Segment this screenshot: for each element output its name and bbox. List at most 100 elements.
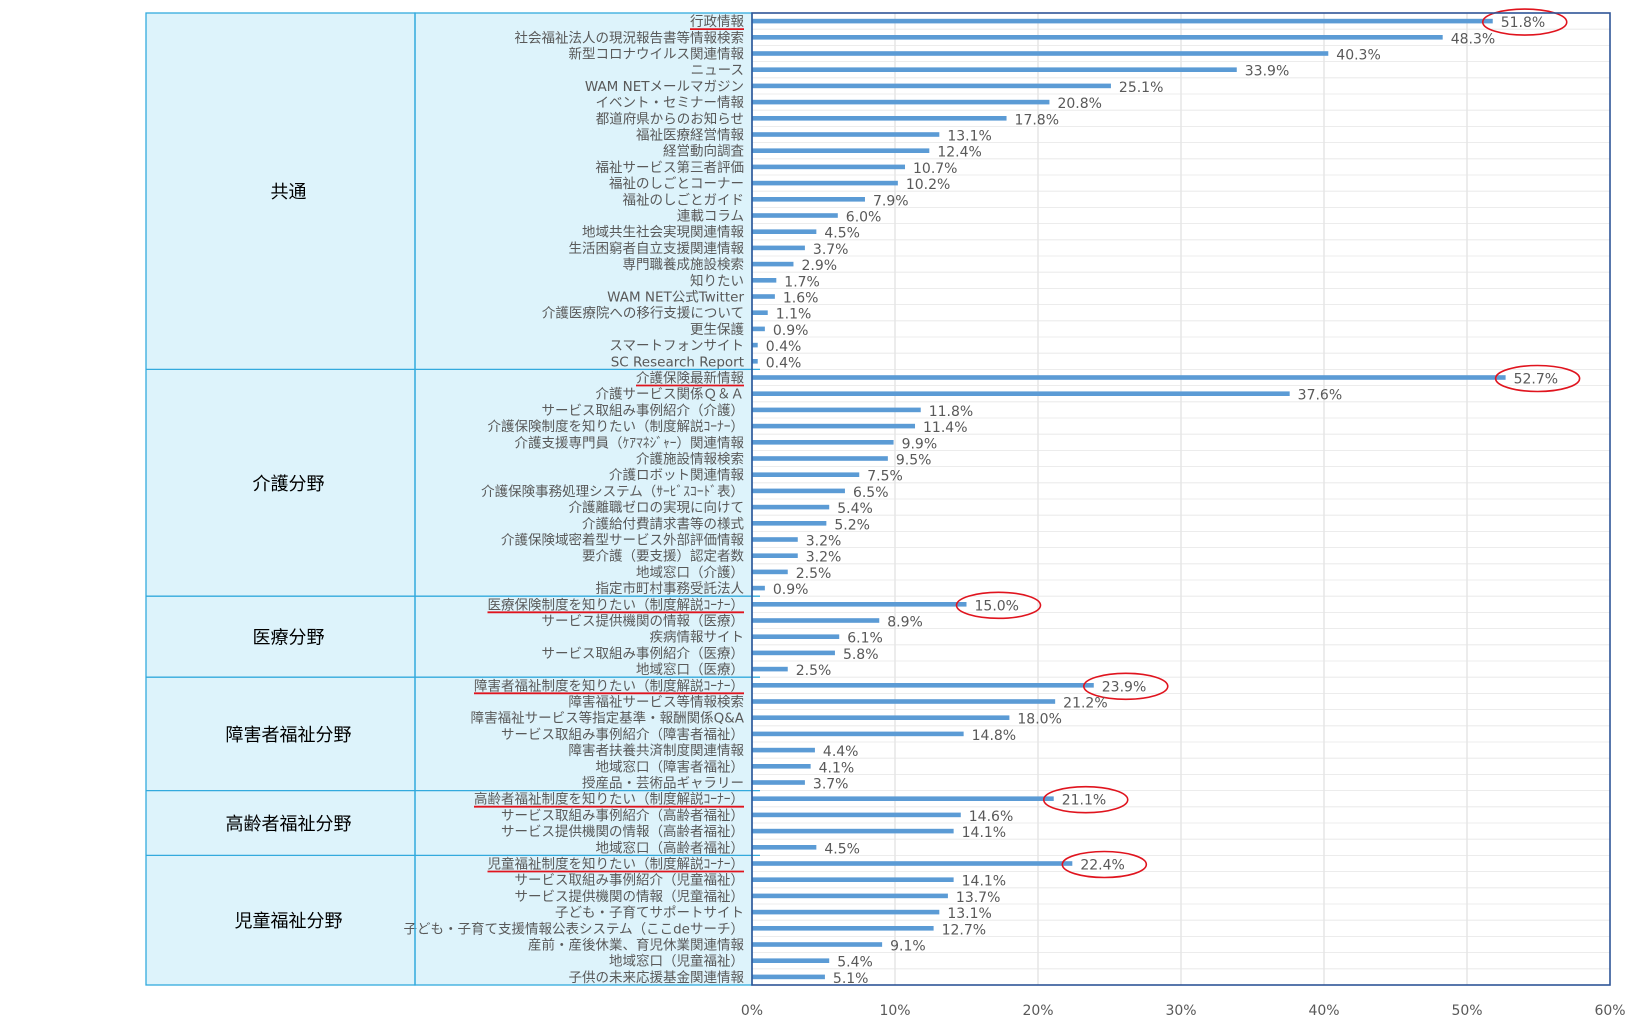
item-label: 介護保険制度を知りたい（制度解説ｺｰﾅｰ） <box>488 418 745 435</box>
bar <box>752 326 765 332</box>
item-label: 子ども・子育て支援情報公表システム（ここdeサーチ） <box>404 921 744 937</box>
group-label: 共通 <box>271 182 307 203</box>
item-label: サービス提供機関の情報（児童福祉） <box>515 888 745 905</box>
bar <box>752 294 775 299</box>
value-label: 2.5% <box>796 663 832 679</box>
highlight-circle <box>1481 8 1568 36</box>
item-label: 障害者扶養共済制度関連情報 <box>569 742 745 759</box>
item-label: 介護保険域密着型サービス外部評価情報 <box>501 532 744 549</box>
bar <box>752 229 817 234</box>
value-label: 52.7% <box>1514 372 1558 388</box>
bar <box>752 164 906 170</box>
value-label: 12.4% <box>937 145 981 161</box>
bar <box>752 342 758 348</box>
x-tick-label: 30% <box>1165 1003 1196 1016</box>
bar <box>752 569 788 575</box>
item-label: 障害福祉サービス等指定基準・報酬関係Q&A <box>471 710 745 727</box>
bar <box>752 310 768 315</box>
bar <box>752 456 888 461</box>
item-label: 指定市町村事務受託法人 <box>596 580 745 597</box>
value-label: 21.1% <box>1062 793 1106 809</box>
value-label: 4.5% <box>824 841 860 857</box>
item-label: 行政情報 <box>690 14 744 30</box>
highlight-circle <box>1494 364 1581 393</box>
bar <box>752 764 811 769</box>
value-label: 8.9% <box>887 615 923 631</box>
value-label: 10.7% <box>913 161 957 177</box>
bar <box>752 423 916 429</box>
value-label: 21.2% <box>1063 696 1107 712</box>
x-tick-label: 20% <box>1022 1003 1053 1016</box>
value-label: 33.9% <box>1245 64 1289 80</box>
value-label: 6.1% <box>847 631 883 647</box>
value-label: 40.3% <box>1336 48 1380 64</box>
bar <box>752 909 940 915</box>
item-label: サービス取組み事例紹介（高齢者福祉） <box>501 807 744 824</box>
value-label: 5.4% <box>837 501 873 517</box>
value-label: 3.2% <box>806 534 842 550</box>
item-label: 社会福祉法人の現況報告書等情報検索 <box>515 29 745 46</box>
bar <box>752 359 758 364</box>
bar <box>752 958 830 963</box>
bar <box>752 926 934 931</box>
bar <box>752 245 805 251</box>
x-tick-label: 60% <box>1594 1003 1625 1016</box>
bar <box>752 553 798 558</box>
item-label: サービス取組み事例紹介（医療） <box>542 645 745 662</box>
item-label: 産前・産後休業、育児休業関連情報 <box>528 937 744 954</box>
item-label: 介護保険最新情報 <box>636 371 744 387</box>
item-label: 都道府県からのお知らせ <box>596 110 744 127</box>
item-label: 介護医療院への移行支援について <box>542 305 744 322</box>
value-label: 18.0% <box>1017 712 1061 728</box>
item-label: 介護離職ゼロの実現に向けて <box>569 500 745 516</box>
plot-area-border <box>751 12 1611 986</box>
value-label: 20.8% <box>1057 96 1101 112</box>
value-label: 9.1% <box>890 939 926 955</box>
item-label: 介護給付費請求書等の様式 <box>582 515 744 532</box>
value-label: 37.6% <box>1298 388 1342 404</box>
bar <box>752 942 883 947</box>
value-label: 3.2% <box>806 550 842 566</box>
value-label: 1.1% <box>776 307 812 323</box>
value-label: 7.5% <box>867 469 903 485</box>
item-label: 経営動向調査 <box>663 144 744 160</box>
bar <box>752 715 1010 720</box>
bar <box>752 83 1111 89</box>
bar <box>752 407 921 413</box>
value-label: 4.1% <box>819 760 855 776</box>
bar <box>752 634 840 639</box>
item-label: 介護施設情報検索 <box>636 452 744 468</box>
bar <box>752 974 825 980</box>
bar <box>752 731 964 737</box>
item-label: 福祉のしごとコーナー <box>609 176 744 192</box>
item-label: 連載コラム <box>677 209 744 225</box>
item-label: サービス提供機関の情報（医療） <box>542 613 745 630</box>
value-label: 11.4% <box>923 420 967 436</box>
value-label: 5.2% <box>834 517 870 533</box>
bar <box>752 747 815 753</box>
group-label: 障害者福祉分野 <box>226 725 352 746</box>
value-label: 2.9% <box>801 258 837 274</box>
bar <box>752 602 967 607</box>
bar <box>752 699 1056 704</box>
bar <box>752 116 1007 121</box>
value-label: 51.8% <box>1501 15 1545 31</box>
bar <box>752 650 835 656</box>
value-label: 13.1% <box>947 906 991 922</box>
bar <box>752 893 948 899</box>
bar <box>752 278 777 283</box>
bar <box>752 148 930 153</box>
item-label: 地域窓口（高齢者福祉） <box>596 839 745 856</box>
value-label: 4.5% <box>824 226 860 242</box>
value-label: 6.5% <box>853 485 889 501</box>
item-label: 生活困窮者自立支援関連情報 <box>569 241 745 257</box>
value-label: 14.1% <box>962 874 1006 890</box>
item-label: 子ども・子育てサポートサイト <box>555 905 744 921</box>
bar <box>752 213 838 218</box>
group-label: 医療分野 <box>253 628 325 649</box>
bar <box>752 780 805 785</box>
bar <box>752 488 845 494</box>
item-label: 知りたい <box>690 272 744 289</box>
value-label: 4.4% <box>823 744 859 760</box>
item-label: 障害福祉サービス等情報検索 <box>569 694 745 711</box>
